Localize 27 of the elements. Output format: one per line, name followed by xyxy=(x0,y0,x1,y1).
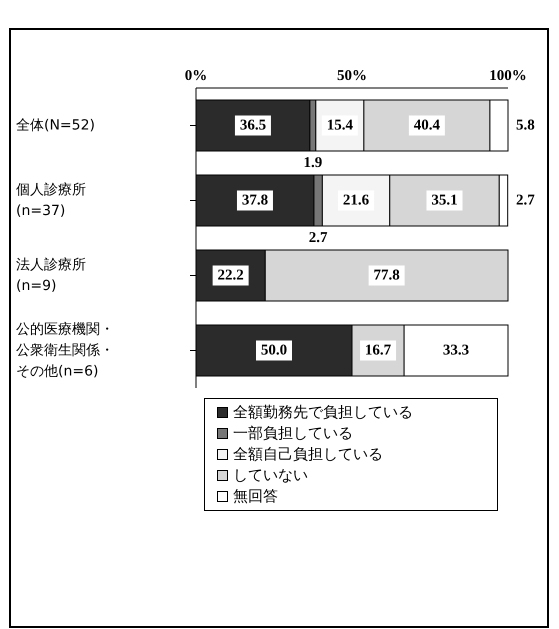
y-tick-label: 全体(N=52) xyxy=(16,117,95,134)
data-label: 15.4 xyxy=(326,118,354,134)
legend-label: していない xyxy=(233,465,308,486)
data-label: 2.7 xyxy=(308,230,328,246)
legend-label: 全額自己負担している xyxy=(233,444,383,465)
x-tick-label: 50% xyxy=(337,68,367,84)
y-tick-label: 公的医療機関・公衆衛生関係・その他(n=6) xyxy=(16,321,114,380)
data-label: 50.0 xyxy=(260,342,288,358)
legend-label: 無回答 xyxy=(233,486,278,507)
legend-label: 全額勤務先で負担している xyxy=(233,402,413,423)
data-label: 16.7 xyxy=(364,342,392,358)
data-label: 36.5 xyxy=(240,118,266,134)
data-label: 33.3 xyxy=(442,342,470,358)
legend-label: 一部負担している xyxy=(233,423,353,444)
y-tick-label: 個人診療所(n=37) xyxy=(16,182,86,219)
data-label: 77.8 xyxy=(374,268,400,284)
data-label: 22.2 xyxy=(218,268,244,284)
data-label: 37.8 xyxy=(242,192,268,208)
data-label: 5.8 xyxy=(516,118,535,134)
data-label: 40.4 xyxy=(414,118,441,134)
data-label: 21.6 xyxy=(342,192,370,208)
x-tick-label: 100% xyxy=(489,68,527,84)
data-label: 35.1 xyxy=(431,192,458,208)
data-label: 2.7 xyxy=(516,192,536,208)
x-tick-label: 0% xyxy=(184,68,208,84)
data-label: 1.9 xyxy=(303,155,322,171)
y-tick-label: 法人診療所(n=9) xyxy=(16,256,86,294)
